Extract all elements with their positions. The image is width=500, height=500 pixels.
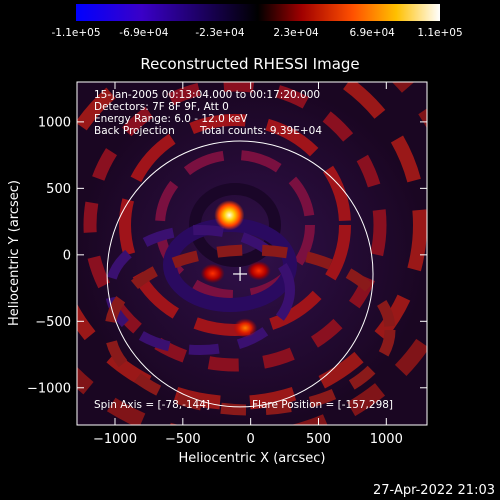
colorbar: -1.1e+05 -6.9e+04 -2.3e+04 2.3e+04 6.9e+04 1.…	[51, 4, 463, 39]
y-axis-label: Heliocentric Y (arcsec)	[7, 180, 22, 326]
y-tick-label: 0	[63, 248, 71, 263]
plot-area	[77, 82, 427, 425]
x-tick-label: −1000	[93, 432, 137, 447]
colorbar-tick-label: -1.1e+05	[51, 27, 100, 39]
colorbar-ticks: -1.1e+05 -6.9e+04 -2.3e+04 2.3e+04 6.9e+04 1.…	[51, 27, 462, 39]
heatmap-source-blob	[214, 200, 245, 231]
annotation-detectors: Detectors: 7F 8F 9F, Att 0	[94, 101, 229, 113]
x-axis: −1000 −500 0 500 1000	[93, 82, 403, 447]
heatmap-source-blob	[233, 318, 258, 338]
colorbar-tick-label: -2.3e+04	[195, 27, 244, 39]
y-tick-label: 500	[46, 182, 71, 197]
colorbar-tick-label: 2.3e+04	[273, 27, 319, 39]
x-tick-label: 500	[306, 432, 331, 447]
annotation-spin-axis: Spin Axis = [-78,-144]	[94, 399, 210, 411]
x-tick-label: 1000	[370, 432, 403, 447]
annotation-flare-position: Flare Position = [-157,298]	[252, 399, 393, 411]
x-tick-label: −500	[165, 432, 201, 447]
y-tick-label: 1000	[38, 115, 71, 130]
chart-title: Reconstructed RHESSI Image	[140, 55, 359, 73]
colorbar-gradient	[76, 4, 440, 21]
y-tick-label: −500	[35, 315, 71, 330]
solar-disk-limb	[106, 140, 374, 408]
colorbar-tick-label: 6.9e+04	[349, 27, 395, 39]
annotation-energy-range: Energy Range: 6.0 - 12.0 keV	[94, 113, 248, 125]
x-tick-label: 0	[247, 432, 255, 447]
annotation-block: 15-Jan-2005 00:13:04.000 to 00:17:20.000…	[94, 89, 393, 411]
plot-frame	[76, 81, 428, 426]
annotation-method: Back Projection	[94, 125, 175, 137]
annotation-total-counts: Total counts: 9.39E+04	[199, 125, 322, 137]
heatmap-source-blob	[246, 261, 271, 281]
spin-axis-marker	[233, 266, 248, 281]
colorbar-tick-label: 1.1e+05	[417, 27, 462, 39]
heatmap-source-blob	[200, 263, 225, 284]
footer-timestamp: 27-Apr-2022 21:03	[373, 483, 495, 498]
y-axis: −1000 −500 0 500 1000	[27, 115, 427, 396]
annotation-time-range: 15-Jan-2005 00:13:04.000 to 00:17:20.000	[94, 89, 320, 101]
colorbar-tick-label: -6.9e+04	[119, 27, 168, 39]
heatmap-sources	[200, 200, 271, 338]
y-tick-label: −1000	[27, 381, 71, 396]
x-axis-label: Heliocentric X (arcsec)	[179, 451, 326, 466]
